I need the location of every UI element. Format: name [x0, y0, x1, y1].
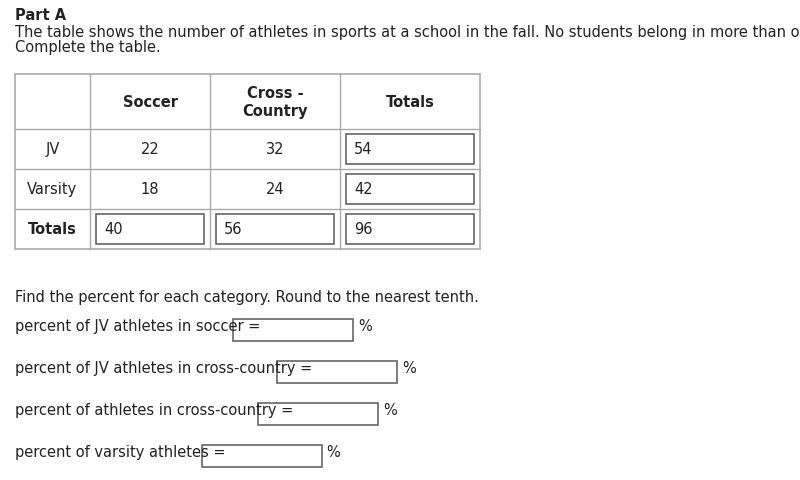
Text: percent of athletes in cross-country =: percent of athletes in cross-country = [15, 402, 294, 417]
Text: 54: 54 [354, 142, 373, 157]
Bar [346, 175, 474, 204]
Text: Soccer: Soccer [122, 95, 178, 110]
Text: 24: 24 [266, 182, 284, 197]
Text: %: % [383, 402, 397, 417]
Text: Cross -
Country: Cross - Country [242, 86, 308, 119]
Text: Part A: Part A [15, 8, 66, 23]
Bar [234, 319, 354, 341]
Bar [202, 445, 322, 467]
Bar [96, 215, 204, 244]
Text: JV: JV [46, 142, 60, 157]
Text: 56: 56 [224, 222, 242, 237]
Text: Varsity: Varsity [27, 182, 78, 197]
Text: 18: 18 [141, 182, 159, 197]
Text: 40: 40 [104, 222, 122, 237]
Bar [15, 75, 480, 250]
Text: The table shows the number of athletes in sports at a school in the fall. No stu: The table shows the number of athletes i… [15, 25, 800, 40]
Text: Totals: Totals [28, 222, 77, 237]
Text: Totals: Totals [386, 95, 434, 110]
Text: percent of varsity athletes =: percent of varsity athletes = [15, 444, 226, 459]
Text: 96: 96 [354, 222, 373, 237]
Bar [258, 403, 378, 425]
Bar [216, 215, 334, 244]
Text: 22: 22 [141, 142, 159, 157]
Text: Find the percent for each category. Round to the nearest tenth.: Find the percent for each category. Roun… [15, 289, 479, 304]
Text: 32: 32 [266, 142, 284, 157]
Bar [346, 215, 474, 244]
Bar [278, 361, 398, 383]
Text: percent of JV athletes in cross-country =: percent of JV athletes in cross-country … [15, 360, 312, 375]
Text: percent of JV athletes in soccer =: percent of JV athletes in soccer = [15, 318, 260, 333]
Text: Complete the table.: Complete the table. [15, 40, 161, 55]
Text: 42: 42 [354, 182, 373, 197]
Text: %: % [402, 360, 416, 375]
Text: %: % [358, 318, 372, 333]
Bar [346, 135, 474, 165]
Text: %: % [326, 444, 341, 459]
